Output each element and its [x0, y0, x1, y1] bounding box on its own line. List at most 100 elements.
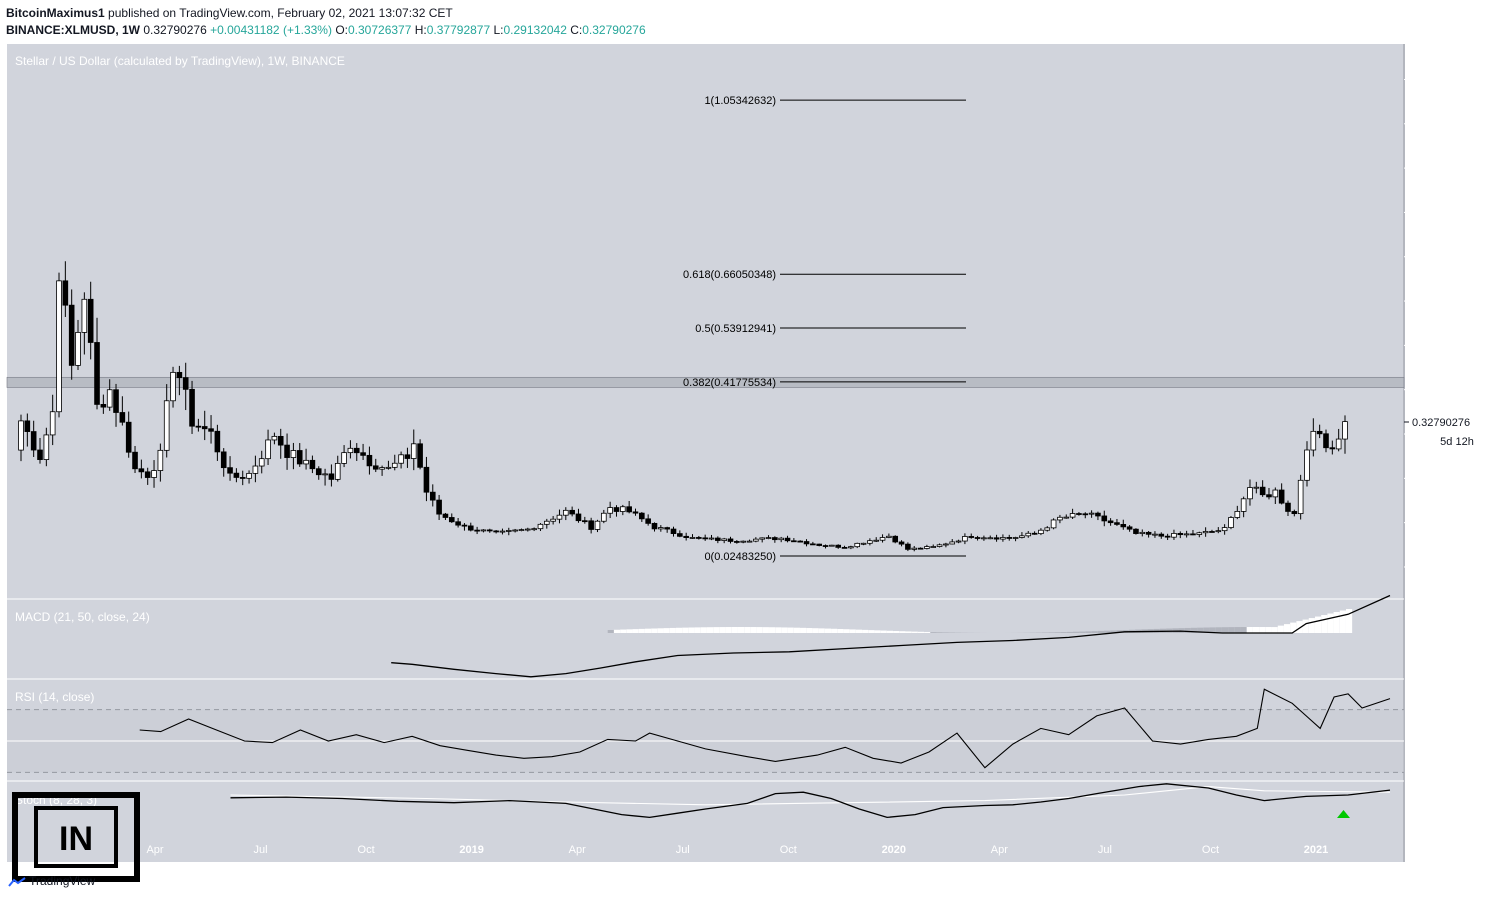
- candle-bear[interactable]: [62, 280, 69, 306]
- candle-bull[interactable]: [879, 537, 886, 541]
- candle-bull[interactable]: [524, 528, 531, 531]
- candle-bull[interactable]: [334, 462, 341, 480]
- candle-bull[interactable]: [987, 537, 994, 540]
- candle-bear[interactable]: [227, 467, 233, 474]
- candle-bull[interactable]: [43, 434, 50, 460]
- candle-bull[interactable]: [1044, 527, 1051, 531]
- candle-bear[interactable]: [1209, 531, 1215, 533]
- candle-bear[interactable]: [791, 540, 797, 543]
- candle-bear[interactable]: [87, 298, 94, 343]
- candle-bear[interactable]: [892, 535, 899, 543]
- candle-bear[interactable]: [905, 543, 911, 550]
- candle-bull[interactable]: [537, 523, 544, 530]
- candle-bear[interactable]: [1101, 515, 1108, 522]
- candle-bull[interactable]: [620, 506, 626, 512]
- candle-bull[interactable]: [410, 443, 417, 459]
- candle-bull[interactable]: [1000, 537, 1006, 540]
- candle-bull[interactable]: [689, 537, 696, 539]
- candle-bear[interactable]: [569, 509, 575, 515]
- candle-bear[interactable]: [1114, 522, 1120, 525]
- candle-bull[interactable]: [1335, 438, 1342, 450]
- candle-bear[interactable]: [841, 546, 848, 549]
- time-axis[interactable]: Apr Jul Oct 2019 Apr Jul Oct 2020 Apr Jul Oct 2021: [146, 844, 1328, 856]
- candle-bear[interactable]: [201, 426, 208, 430]
- candle-bull[interactable]: [1304, 449, 1310, 481]
- candle-bull[interactable]: [391, 462, 398, 468]
- candle-bull[interactable]: [556, 514, 563, 520]
- macd-line[interactable]: [391, 594, 1391, 678]
- stoch-k-line[interactable]: [230, 783, 1391, 819]
- candle-bear[interactable]: [1278, 489, 1285, 504]
- candle-bear[interactable]: [974, 537, 981, 539]
- candle-bear[interactable]: [1190, 533, 1196, 536]
- candle-bear[interactable]: [284, 444, 290, 458]
- candle-bull[interactable]: [607, 507, 613, 514]
- candle-bull[interactable]: [151, 470, 157, 478]
- candle-bear[interactable]: [575, 513, 582, 522]
- candle-bull[interactable]: [1234, 511, 1241, 518]
- candle-bear[interactable]: [645, 518, 651, 524]
- candle-bear[interactable]: [360, 452, 366, 456]
- candle-bear[interactable]: [670, 528, 677, 534]
- candle-bull[interactable]: [1025, 532, 1032, 537]
- candle-bear[interactable]: [1266, 494, 1272, 498]
- candle-bull[interactable]: [829, 544, 835, 547]
- candle-bull[interactable]: [265, 439, 271, 460]
- candle-bull[interactable]: [854, 542, 861, 548]
- candle-bull[interactable]: [322, 473, 328, 476]
- candle-bear[interactable]: [277, 435, 284, 446]
- candle-bull[interactable]: [347, 447, 354, 454]
- candle-bear[interactable]: [626, 506, 632, 513]
- candle-bear[interactable]: [803, 541, 810, 545]
- candle-bear[interactable]: [797, 540, 803, 543]
- candle-bull[interactable]: [981, 537, 987, 540]
- candle-bear[interactable]: [1145, 531, 1152, 535]
- price-scale[interactable]: 1.10000000 1.00000000 0.90000000 0.80000000…: [1404, 74, 1468, 574]
- candle-bear[interactable]: [835, 544, 842, 548]
- candle-bull[interactable]: [75, 332, 81, 366]
- candle-bear[interactable]: [727, 538, 734, 542]
- candle-bull[interactable]: [759, 537, 765, 540]
- candle-bear[interactable]: [898, 541, 905, 545]
- candle-bear[interactable]: [772, 537, 778, 541]
- candle-bear[interactable]: [461, 524, 468, 527]
- candle-bull[interactable]: [708, 537, 715, 540]
- tradingview-brand[interactable]: TradingView: [8, 874, 95, 888]
- candle-bear[interactable]: [436, 499, 442, 515]
- candle-bull[interactable]: [740, 540, 746, 543]
- candle-bull[interactable]: [1247, 487, 1253, 500]
- candle-bull[interactable]: [18, 420, 24, 451]
- candle-bear[interactable]: [917, 547, 924, 550]
- candle-bull[interactable]: [385, 466, 392, 469]
- candle-bear[interactable]: [715, 537, 721, 541]
- candle-bull[interactable]: [962, 536, 968, 542]
- candle-bull[interactable]: [848, 546, 854, 549]
- candle-bear[interactable]: [94, 342, 100, 405]
- candle-bear[interactable]: [100, 404, 107, 408]
- candle-bear[interactable]: [822, 545, 829, 547]
- candle-bull[interactable]: [1297, 479, 1304, 515]
- candle-bull[interactable]: [56, 280, 62, 413]
- candle-bear[interactable]: [816, 543, 823, 546]
- candle-bear[interactable]: [1082, 513, 1089, 516]
- candle-bear[interactable]: [1031, 532, 1038, 535]
- candle-bull[interactable]: [1215, 530, 1222, 533]
- candle-bull[interactable]: [81, 298, 88, 333]
- candle-bear[interactable]: [1259, 486, 1266, 496]
- candle-bull[interactable]: [1240, 498, 1247, 512]
- candle-bull[interactable]: [873, 539, 880, 542]
- candle-bear[interactable]: [582, 520, 588, 523]
- candle-bear[interactable]: [208, 428, 214, 432]
- candle-bull[interactable]: [49, 411, 56, 436]
- candle-bear[interactable]: [448, 517, 455, 523]
- candle-bull[interactable]: [1069, 513, 1076, 518]
- candle-bull[interactable]: [943, 543, 949, 546]
- rsi-line[interactable]: [139, 688, 1391, 769]
- candle-bear[interactable]: [588, 520, 594, 530]
- candle-bull[interactable]: [594, 520, 601, 530]
- candle-bull[interactable]: [1221, 527, 1228, 532]
- macd-histogram[interactable]: [607, 609, 1353, 633]
- candle-bull[interactable]: [563, 509, 569, 516]
- candle-bear[interactable]: [423, 466, 430, 493]
